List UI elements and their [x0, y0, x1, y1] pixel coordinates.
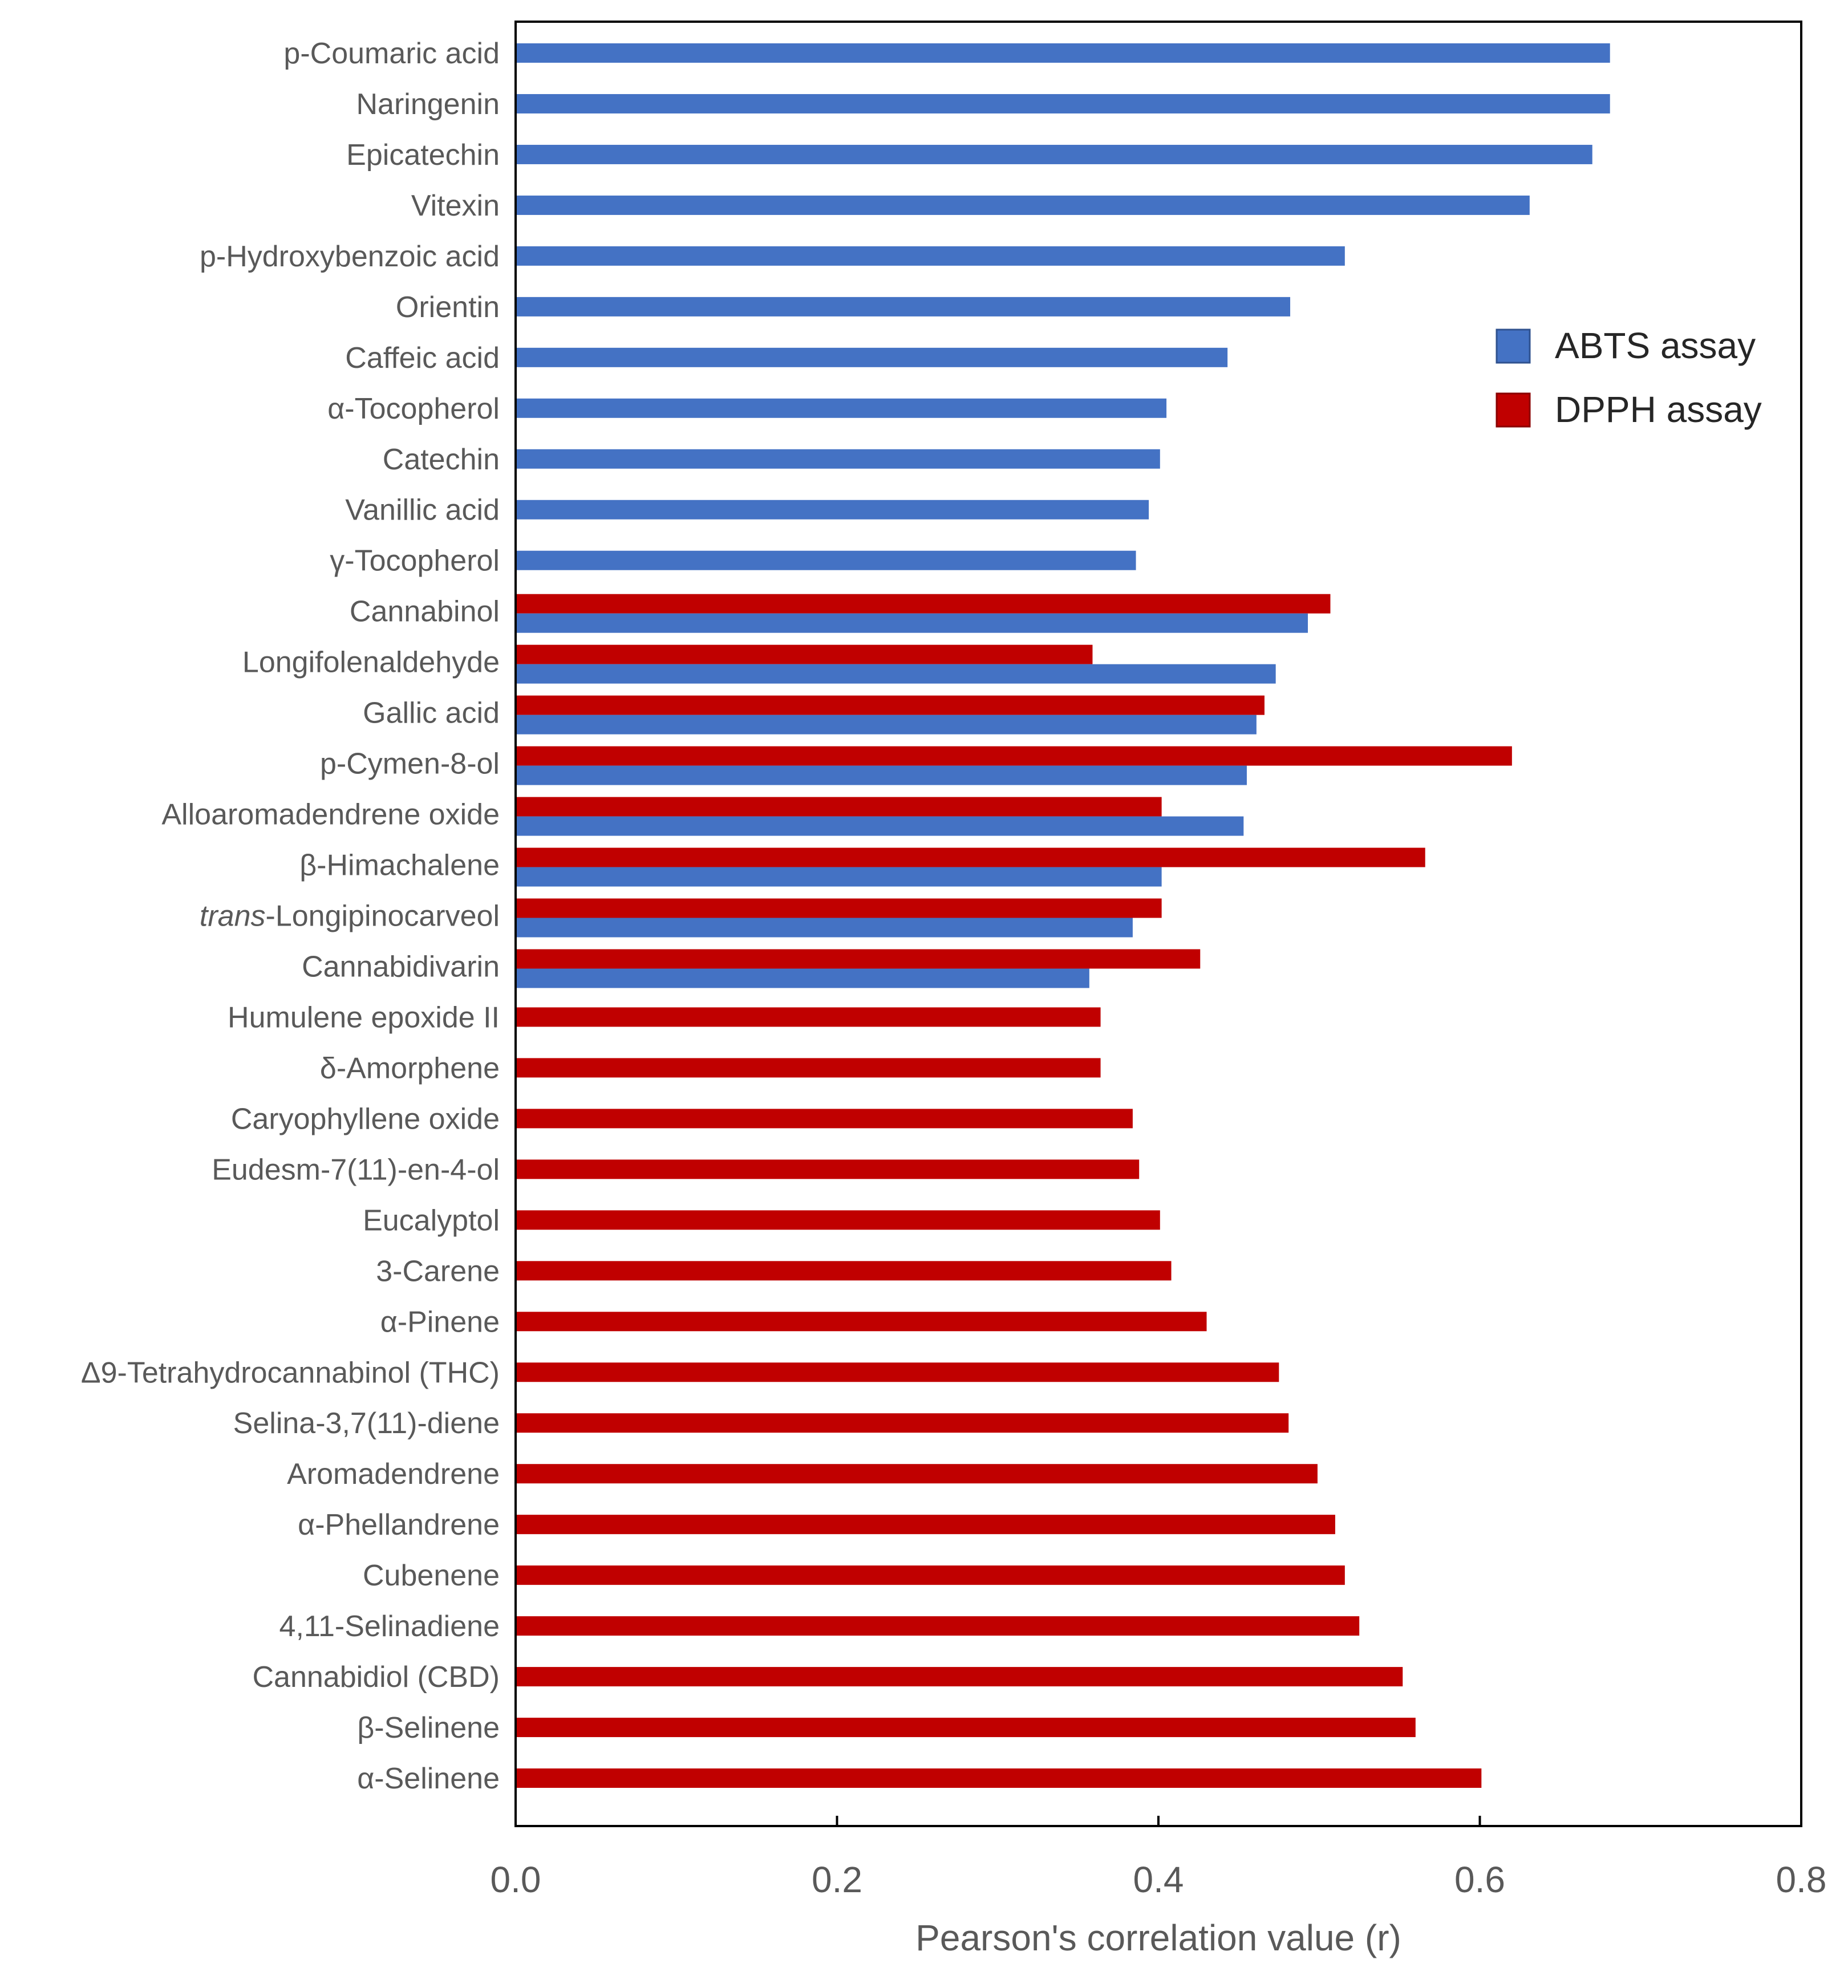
bar-dpph-cannabidiol-cbd: [516, 1667, 1403, 1687]
category-label-orientin: Orientin: [396, 291, 500, 324]
x-tick-label-0: 0.0: [491, 1859, 541, 1900]
category-label-humulene-epoxide-ii: Humulene epoxide II: [228, 1001, 500, 1034]
bar-abts-orientin: [516, 297, 1291, 317]
bar-dpph-p-cymen-8-ol: [516, 746, 1512, 766]
category-label-eudesm-7-11-en-4-ol: Eudesm-7(11)-en-4-ol: [212, 1153, 500, 1186]
legend: ABTS assay DPPH assay: [1496, 325, 1762, 430]
bar-dpph-caryophyllene-oxide: [516, 1109, 1133, 1129]
bar-dpph-cannabidivarin: [516, 949, 1201, 969]
category-label-9-tetrahydrocannabinol-thc: Δ9-Tetrahydrocannabinol (THC): [81, 1356, 500, 1389]
bar-dpph-4-11-selinadiene: [516, 1616, 1360, 1636]
category-label-cannabidiol-cbd: Cannabidiol (CBD): [252, 1661, 500, 1694]
category-label-caryophyllene-oxide: Caryophyllene oxide: [231, 1102, 500, 1135]
bar-abts-tocopherol: [516, 550, 1136, 570]
category-label-tocopherol: γ-Tocopherol: [330, 545, 500, 578]
bar-abts-himachalene: [516, 867, 1162, 887]
category-label-phellandrene: α-Phellandrene: [298, 1508, 500, 1541]
category-label-cannabinol: Cannabinol: [350, 595, 500, 628]
bar-abts-trans-longipinocarveol: [516, 918, 1133, 938]
bar-dpph-amorphene: [516, 1058, 1101, 1078]
category-label-tocopherol: α-Tocopherol: [327, 392, 500, 425]
category-label-4-11-selinadiene: 4,11-Selinadiene: [279, 1610, 500, 1643]
category-label-pinene: α-Pinene: [380, 1305, 500, 1338]
category-label-cubenene: Cubenene: [363, 1559, 500, 1592]
category-label-naringenin: Naringenin: [356, 88, 500, 121]
x-tick-label-4: 0.8: [1776, 1859, 1827, 1900]
bar-dpph-selinene: [516, 1768, 1482, 1788]
bar-dpph-selinene: [516, 1718, 1416, 1738]
category-label-gallic-acid: Gallic acid: [363, 697, 500, 730]
bar-dpph-eucalyptol: [516, 1210, 1160, 1230]
bar-dpph-alloaromadendrene-oxide: [516, 797, 1162, 817]
x-tick-label-1: 0.2: [812, 1859, 862, 1900]
bar-dpph-pinene: [516, 1312, 1207, 1332]
bar-abts-cannabidivarin: [516, 968, 1089, 988]
bars-layer: [516, 43, 1610, 1788]
category-label-3-carene: 3-Carene: [376, 1255, 500, 1288]
category-label-eucalyptol: Eucalyptol: [363, 1204, 500, 1237]
category-label-alloaromadendrene-oxide: Alloaromadendrene oxide: [161, 798, 500, 831]
legend-swatch-abts: [1496, 328, 1531, 364]
bar-abts-naringenin: [516, 94, 1610, 113]
x-tick-label-3: 0.6: [1454, 1859, 1505, 1900]
x-axis-title: Pearson's correlation value (r): [915, 1917, 1401, 1958]
category-label-epicatechin: Epicatechin: [346, 139, 500, 172]
bar-dpph-selina-3-7-11-diene: [516, 1413, 1289, 1433]
bar-abts-vanillic-acid: [516, 500, 1149, 520]
bar-dpph-eudesm-7-11-en-4-ol: [516, 1159, 1140, 1179]
category-label-p-coumaric-acid: p-Coumaric acid: [283, 37, 500, 70]
category-label-catechin: Catechin: [383, 443, 500, 476]
bar-dpph-aromadendrene: [516, 1464, 1318, 1484]
category-label-p-cymen-8-ol: p-Cymen-8-ol: [320, 748, 500, 781]
bar-abts-p-coumaric-acid: [516, 43, 1610, 63]
bar-abts-p-hydroxybenzoic-acid: [516, 246, 1345, 266]
category-label-longifolenaldehyde: Longifolenaldehyde: [242, 646, 500, 679]
category-label-selinene: α-Selinene: [357, 1762, 500, 1795]
category-label-selina-3-7-11-diene: Selina-3,7(11)-diene: [233, 1407, 500, 1440]
category-label-amorphene: δ-Amorphene: [320, 1052, 500, 1085]
bar-dpph-3-carene: [516, 1261, 1172, 1281]
bar-abts-cannabinol: [516, 613, 1308, 633]
legend-label-dpph: DPPH assay: [1555, 389, 1762, 430]
bar-abts-p-cymen-8-ol: [516, 765, 1247, 785]
bar-dpph-trans-longipinocarveol: [516, 898, 1162, 918]
category-label-trans-longipinocarveol: trans-Longipinocarveol: [200, 900, 500, 933]
bar-abts-vitexin: [516, 195, 1530, 215]
category-label-aromadendrene: Aromadendrene: [287, 1458, 500, 1491]
bar-dpph-gallic-acid: [516, 695, 1265, 715]
legend-label-abts: ABTS assay: [1555, 325, 1756, 366]
category-label-caffeic-acid: Caffeic acid: [345, 342, 500, 375]
category-label-vitexin: Vitexin: [411, 189, 500, 222]
category-label-selinene: β-Selinene: [357, 1711, 500, 1744]
category-label-cannabidivarin: Cannabidivarin: [302, 950, 500, 983]
category-label-p-hydroxybenzoic-acid: p-Hydroxybenzoic acid: [200, 240, 500, 273]
bar-abts-caffeic-acid: [516, 347, 1228, 367]
bar-dpph-himachalene: [516, 847, 1425, 867]
bar-dpph-9-tetrahydrocannabinol-thc: [516, 1362, 1279, 1382]
bar-dpph-cannabinol: [516, 594, 1331, 614]
bar-abts-tocopherol: [516, 398, 1167, 418]
x-axis-ticks: 0.0 0.2 0.4 0.6 0.8: [491, 1816, 1827, 1900]
bar-dpph-phellandrene: [516, 1515, 1335, 1535]
bar-dpph-longifolenaldehyde: [516, 644, 1093, 664]
category-label-himachalene: β-Himachalene: [299, 849, 500, 882]
legend-swatch-dpph: [1496, 392, 1531, 428]
x-tick-label-2: 0.4: [1133, 1859, 1184, 1900]
bar-abts-longifolenaldehyde: [516, 664, 1276, 684]
bar-abts-alloaromadendrene-oxide: [516, 816, 1244, 836]
bar-dpph-humulene-epoxide-ii: [516, 1007, 1101, 1027]
bar-abts-gallic-acid: [516, 715, 1257, 735]
category-labels: p-Coumaric acid Naringenin Epicatechin Vite…: [81, 37, 500, 1795]
bar-abts-epicatechin: [516, 144, 1592, 164]
bar-dpph-cubenene: [516, 1565, 1345, 1585]
bar-abts-catechin: [516, 449, 1160, 469]
category-label-vanillic-acid: Vanillic acid: [345, 494, 500, 527]
